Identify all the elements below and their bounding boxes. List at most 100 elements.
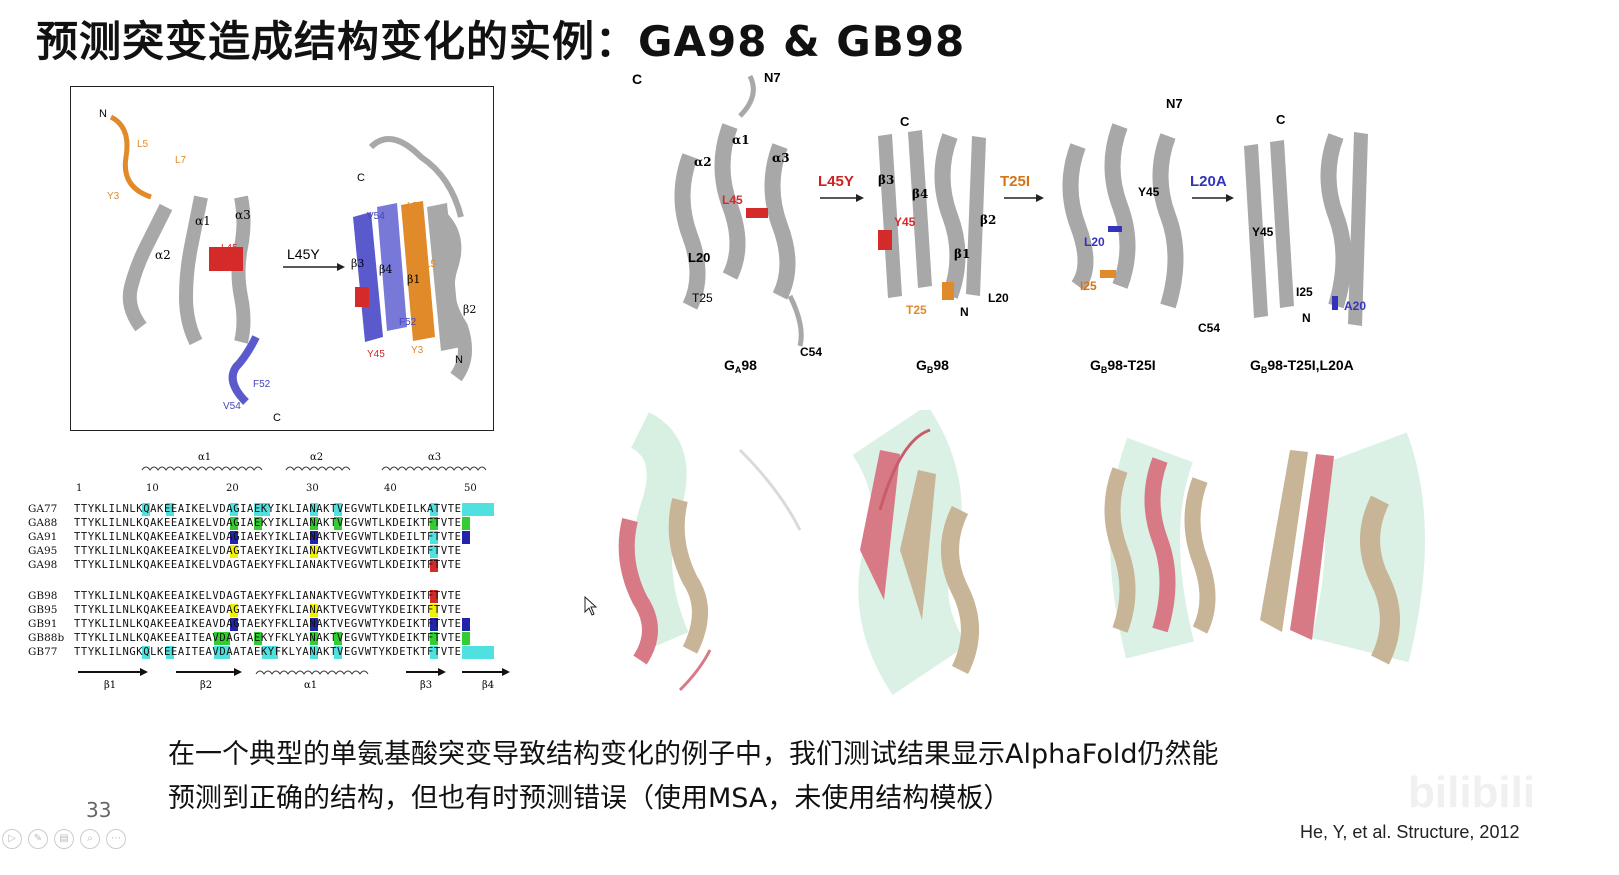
gb98t25i-name: GB98-T25I <box>1090 357 1156 375</box>
ss-helix-coil-a1 <box>141 466 263 471</box>
alignment-row: GA98 TTYKLILNLKQAKEEAIKELVDAGTAEKYFKLIANA… <box>28 559 462 571</box>
gb-label-f52: F52 <box>399 317 417 328</box>
highlight-cell <box>462 632 470 645</box>
highlight-cell <box>430 632 438 645</box>
gb98t25i-helix-3 <box>1152 133 1184 309</box>
prediction-ga98-helix-tan <box>668 498 708 654</box>
alignment-row: GB91 TTYKLILNLKQAKEEAIKEAVDAGTAEKYFKLIANA… <box>28 618 462 630</box>
gb98t25i-i25-residue <box>1100 270 1116 278</box>
gb98-strand-b4 <box>908 130 932 288</box>
gb98-label-l20: L20 <box>988 291 1009 305</box>
highlight-cell <box>214 632 230 645</box>
ga-label-l7: L7 <box>175 155 187 166</box>
prediction-gb98-strand-pink <box>860 450 900 600</box>
ga98-label-c54: C54 <box>800 345 822 359</box>
highlight-cell <box>142 503 150 516</box>
ga-label-alpha3: α3 <box>235 208 251 222</box>
ga-label-alpha2: α2 <box>155 248 171 262</box>
alignment-row: GB88b TTYKLILNLKQAKEEAITEAVDAGTAEKYFKLYAN… <box>28 632 462 644</box>
ss-strand-b3-head <box>438 668 446 676</box>
ss-label-a2: α2 <box>310 452 323 463</box>
prediction-ga98-ensemble <box>629 412 689 648</box>
highlight-cell <box>430 545 438 558</box>
gb-label-beta2: β2 <box>463 303 476 316</box>
ga-label-l45: L45 <box>221 243 238 254</box>
gb98t25i-helix-1 <box>1062 143 1094 291</box>
gb98-t25-residue <box>942 282 954 300</box>
highlight-cell <box>430 531 438 544</box>
alignment-row: GA88 TTYKLILNLKQAKEEAIKELVDAGIAEKYIKLIANA… <box>28 517 462 529</box>
highlight-cell <box>310 604 318 617</box>
ss-label-b2: β2 <box>200 680 212 690</box>
prediction-ga98-tail <box>678 649 712 692</box>
highlight-cell <box>430 604 438 617</box>
ga98-n-loop <box>738 74 756 118</box>
gb-label-beta1: β1 <box>407 273 420 286</box>
prediction-t25i-helix-1 <box>1104 467 1136 633</box>
ss-label-b4: β4 <box>482 680 494 690</box>
ga-helix-3 <box>231 195 251 344</box>
l45y-arrow-head <box>337 263 345 271</box>
highlight-cell <box>462 517 470 530</box>
more-icon[interactable]: ⋯ <box>106 829 126 849</box>
highlight-cell <box>230 503 238 516</box>
zoom-icon[interactable]: ⌕ <box>80 829 100 849</box>
ga-label-n: N <box>99 108 107 120</box>
position-30: 30 <box>306 483 319 494</box>
prediction-overlay-gb98-dbl <box>1260 432 1425 665</box>
gb98dbl-label-a20: A20 <box>1344 299 1366 313</box>
pen-icon[interactable]: ✎ <box>28 829 48 849</box>
caption-line-2: 预测到正确的结构，但也有时预测错误（使用MSA，未使用结构模板） <box>168 783 1011 814</box>
highlight-cell <box>230 517 238 530</box>
alignment-row: GB95 TTYKLILNLKQAKEEAIKEAVDAGTAEKYFKLIANA… <box>28 604 462 616</box>
ga-label-alpha1: α1 <box>195 214 211 228</box>
arrow-t25i-label: T25I <box>1000 173 1030 190</box>
gb98-helix <box>934 133 966 299</box>
citation: He, Y, et al. Structure, 2012 <box>1300 822 1520 842</box>
slides-icon[interactable]: ▤ <box>54 829 74 849</box>
gb98dbl-name: GB98-T25I,L20A <box>1250 357 1354 375</box>
slide-title: 预测突变造成结构变化的实例：GA98 & GB98 <box>36 17 966 66</box>
highlight-cell <box>462 618 470 631</box>
highlight-cell <box>334 646 342 659</box>
gb98t25i-label-c54: C54 <box>1198 321 1220 335</box>
highlight-cell <box>430 646 438 659</box>
ga98-l45-residue <box>746 208 768 218</box>
gb98-y45-residue <box>878 230 892 250</box>
ga-label-f52: F52 <box>253 379 271 390</box>
gb98dbl-helix <box>1320 133 1352 309</box>
arrow-l20a-head <box>1226 194 1234 202</box>
mouse-cursor-icon <box>584 596 598 616</box>
ga98-helix-a3 <box>764 143 796 300</box>
highlight-cell <box>462 531 470 544</box>
arrow-t25i-head <box>1036 194 1044 202</box>
ga-helix-1 <box>178 195 208 346</box>
ga98-label-alpha2: α2 <box>694 155 712 169</box>
gb98t25i-label-i25: I25 <box>1080 279 1097 293</box>
gb98dbl-a20-residue <box>1332 296 1338 310</box>
mutation-pathway-figure: C N7 α1 α2 α3 L45 L20 T25 C54 GA98 L45Y … <box>632 70 1368 375</box>
prediction-dbl-strand-1 <box>1260 450 1308 632</box>
gb98t25i-label-y45: Y45 <box>1138 185 1160 199</box>
gb98t25i-l20-residue <box>1108 226 1122 232</box>
ss-label-b3: β3 <box>420 680 432 690</box>
highlight-cell <box>262 646 278 659</box>
highlight-cell <box>334 632 342 645</box>
highlight-cell <box>462 646 494 659</box>
gb-label-c: C <box>357 172 365 184</box>
gb98-label-c: C <box>900 114 910 129</box>
gb-strand-beta4 <box>377 203 407 331</box>
play-icon[interactable]: ▷ <box>2 829 22 849</box>
ga98-c-loop <box>787 294 804 347</box>
ga-n-terminal-strand <box>109 114 152 200</box>
alignment-row: GA77 TTYKLILNLKQAKEEAIKELVDAGIAEKYIKLIANA… <box>28 503 462 515</box>
highlight-cell <box>166 503 174 516</box>
gb-helix <box>435 212 472 382</box>
highlight-cell <box>254 632 262 645</box>
ga-label-y3: Y3 <box>107 191 120 202</box>
highlight-cell <box>230 531 238 544</box>
prediction-overlay-gb98 <box>851 410 979 695</box>
ss-label-b1: β1 <box>104 680 116 690</box>
prediction-overlay-ga98 <box>618 412 802 692</box>
ss-helix-coil-a2 <box>285 466 351 471</box>
